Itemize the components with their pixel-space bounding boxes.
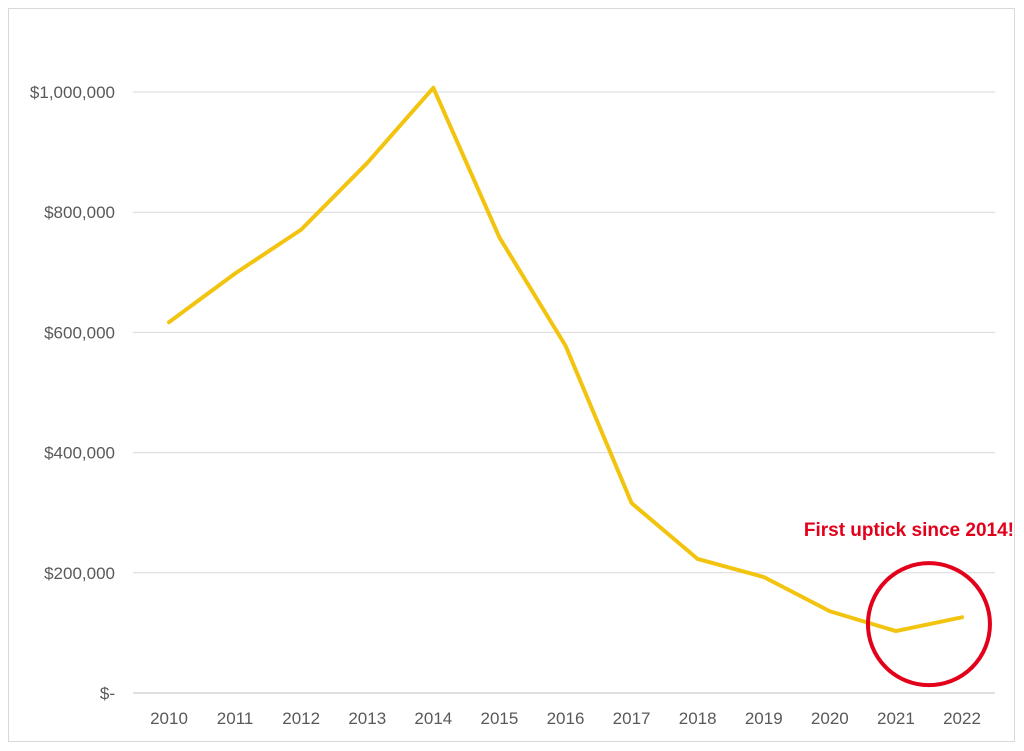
x-tick-label: 2019 xyxy=(745,709,783,728)
x-tick-label: 2017 xyxy=(613,709,651,728)
annotation-text: First uptick since 2014! xyxy=(804,520,1014,541)
x-tick-label: 2015 xyxy=(481,709,519,728)
y-tick-label: $1,000,000 xyxy=(30,83,115,102)
x-tick-label: 2014 xyxy=(414,709,452,728)
y-tick-label: $400,000 xyxy=(44,444,115,463)
x-tick-label: 2011 xyxy=(217,709,254,728)
x-axis-tick-labels: 2010 2011 2012 2013 2014 2015 2016 2017 2018 2019… xyxy=(150,709,981,728)
x-tick-label: 2010 xyxy=(150,709,188,728)
x-tick-label: 2022 xyxy=(943,709,981,728)
y-tick-label: $600,000 xyxy=(44,323,115,342)
annotation: First uptick since 2014! xyxy=(804,520,1014,688)
annotation-circle xyxy=(865,561,992,688)
x-tick-label: 2012 xyxy=(282,709,320,728)
x-tick-label: 2016 xyxy=(547,709,585,728)
y-tick-label: $- xyxy=(100,684,115,703)
y-tick-label: $800,000 xyxy=(44,203,115,222)
x-tick-label: 2013 xyxy=(348,709,386,728)
y-axis-tick-labels: $- $200,000 $400,000 $600,000 $800,000 $1,000… xyxy=(30,83,115,703)
series-line xyxy=(167,85,964,634)
gridlines xyxy=(133,91,995,694)
x-tick-label: 2018 xyxy=(679,709,717,728)
y-tick-label: $200,000 xyxy=(44,564,115,583)
x-tick-label: 2021 xyxy=(877,709,915,728)
x-tick-label: 2020 xyxy=(811,709,849,728)
chart-frame xyxy=(8,8,1015,742)
series-layer xyxy=(167,85,964,634)
